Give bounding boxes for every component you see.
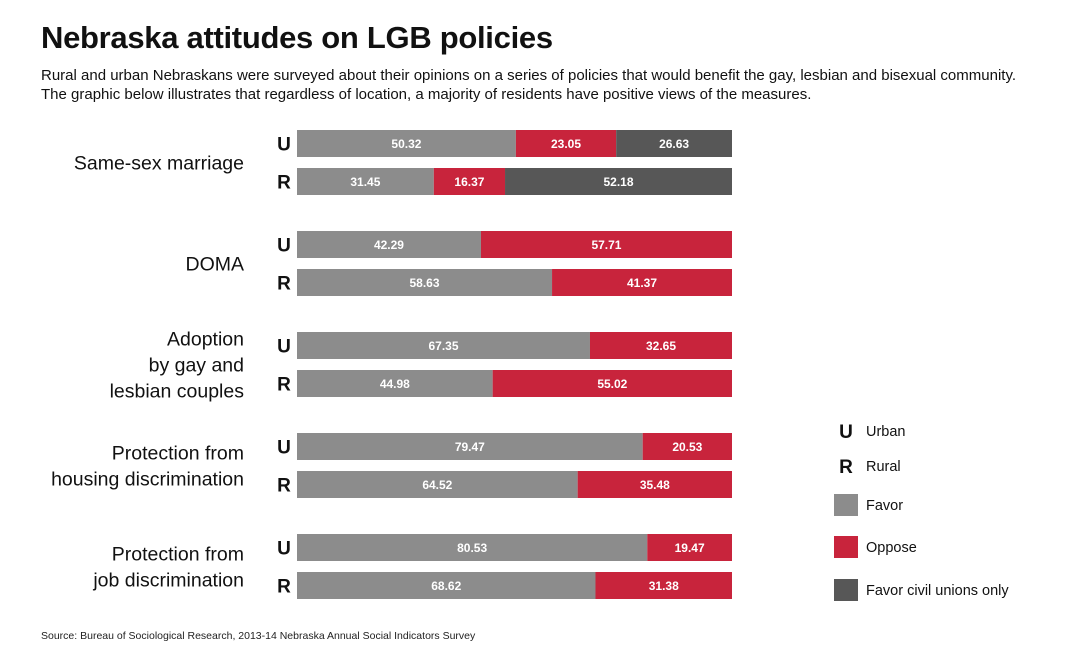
bar-value-label: 50.32 bbox=[391, 137, 421, 151]
bar-favor bbox=[297, 231, 481, 258]
bar-favor bbox=[297, 572, 596, 599]
bar-civil-unions bbox=[616, 130, 732, 157]
bar-value-label: 55.02 bbox=[597, 377, 627, 391]
bar-value-label: 41.37 bbox=[627, 276, 657, 290]
bar-value-label: 31.45 bbox=[350, 175, 380, 189]
bar-favor bbox=[297, 332, 590, 359]
bar-value-label: 31.38 bbox=[649, 579, 679, 593]
bar-group-protection-from-housing-discrimination: Protection from housing discrimination U 79… bbox=[51, 433, 732, 498]
bar-oppose bbox=[492, 370, 732, 397]
bar-value-label: 32.65 bbox=[646, 339, 676, 353]
bar-favor bbox=[297, 269, 553, 296]
category-label: housing discrimination bbox=[51, 469, 244, 491]
bar-value-label: 35.48 bbox=[640, 478, 670, 492]
bar-oppose bbox=[480, 231, 732, 258]
bar-value-label: 19.47 bbox=[675, 541, 705, 555]
row-letter-r: R bbox=[277, 577, 291, 598]
bar-favor bbox=[297, 370, 493, 397]
bar-value-label: 20.53 bbox=[672, 440, 702, 454]
category-label: Adoption bbox=[167, 329, 244, 351]
bar-favor bbox=[297, 433, 643, 460]
legend-swatch-oppose bbox=[834, 536, 858, 558]
legend-swatch-favor bbox=[834, 494, 858, 516]
bar-value-label: 44.98 bbox=[380, 377, 410, 391]
category-label: DOMA bbox=[186, 254, 245, 276]
row-letter-r: R bbox=[277, 375, 291, 396]
bar-oppose bbox=[595, 572, 732, 599]
legend-key-u: U bbox=[839, 422, 853, 443]
bar-favor bbox=[297, 130, 516, 157]
bar-oppose bbox=[552, 269, 732, 296]
row-letter-u: U bbox=[277, 539, 291, 560]
bar-oppose bbox=[577, 471, 732, 498]
bar-value-label: 68.62 bbox=[431, 579, 461, 593]
bar-oppose bbox=[515, 130, 617, 157]
bar-value-label: 26.63 bbox=[659, 137, 689, 151]
bar-value-label: 58.63 bbox=[410, 276, 440, 290]
legend-label: Favor bbox=[866, 498, 903, 514]
legend-label: Oppose bbox=[866, 540, 917, 556]
source-note: Source: Bureau of Sociological Research,… bbox=[41, 630, 476, 642]
category-label: lesbian couples bbox=[110, 381, 245, 403]
bar-oppose bbox=[642, 433, 732, 460]
bar-value-label: 52.18 bbox=[603, 175, 633, 189]
bar-value-label: 16.37 bbox=[454, 175, 484, 189]
bar-value-label: 42.29 bbox=[374, 238, 404, 252]
row-letter-u: U bbox=[277, 135, 291, 156]
bar-group-doma: DOMA U 42.29 57.71 R 58.63 41.37 bbox=[186, 231, 732, 296]
chart-title: Nebraska attitudes on LGB policies bbox=[41, 20, 553, 55]
bar-group-protection-from-job-discrimination: Protection from job discrimination U 80.53 1… bbox=[92, 534, 732, 599]
legend-label: Favor civil unions only bbox=[866, 583, 1009, 599]
row-letter-r: R bbox=[277, 476, 291, 497]
category-label: job discrimination bbox=[92, 570, 244, 592]
bar-oppose bbox=[589, 332, 732, 359]
category-label: Protection from bbox=[112, 443, 244, 465]
bar-oppose bbox=[647, 534, 732, 561]
legend-label: Rural bbox=[866, 459, 901, 475]
bar-favor bbox=[297, 534, 648, 561]
bar-value-label: 57.71 bbox=[591, 238, 621, 252]
bar-value-label: 79.47 bbox=[455, 440, 485, 454]
row-letter-u: U bbox=[277, 438, 291, 459]
row-letter-u: U bbox=[277, 337, 291, 358]
bar-favor bbox=[297, 168, 434, 195]
chart-subtitle: Rural and urban Nebraskans were surveyed… bbox=[41, 67, 1017, 103]
bar-value-label: 64.52 bbox=[422, 478, 452, 492]
row-letter-r: R bbox=[277, 274, 291, 295]
bar-value-label: 23.05 bbox=[551, 137, 581, 151]
bar-group-adoption-by-gay-and-lesbian-couples: Adoption by gay and lesbian couples U 67.35 3… bbox=[110, 329, 732, 403]
category-label: Protection from bbox=[112, 544, 244, 566]
legend-label: Urban bbox=[866, 424, 906, 440]
bar-value-label: 80.53 bbox=[457, 541, 487, 555]
bar-oppose bbox=[433, 168, 506, 195]
category-label: by gay and bbox=[149, 355, 244, 377]
legend: U Urban R Rural Favor Oppose Favor civil union… bbox=[834, 422, 1009, 601]
bar-favor bbox=[297, 471, 578, 498]
bar-civil-unions bbox=[505, 168, 732, 195]
legend-key-r: R bbox=[839, 457, 853, 478]
bar-value-label: 67.35 bbox=[428, 339, 458, 353]
row-letter-u: U bbox=[277, 236, 291, 257]
row-letter-r: R bbox=[277, 173, 291, 194]
category-label: Same-sex marriage bbox=[74, 153, 244, 175]
bar-group-same-sex-marriage: Same-sex marriage U 50.32 23.05 26.63 R 31.45 1… bbox=[74, 130, 732, 195]
legend-swatch-civil-unions bbox=[834, 579, 858, 601]
